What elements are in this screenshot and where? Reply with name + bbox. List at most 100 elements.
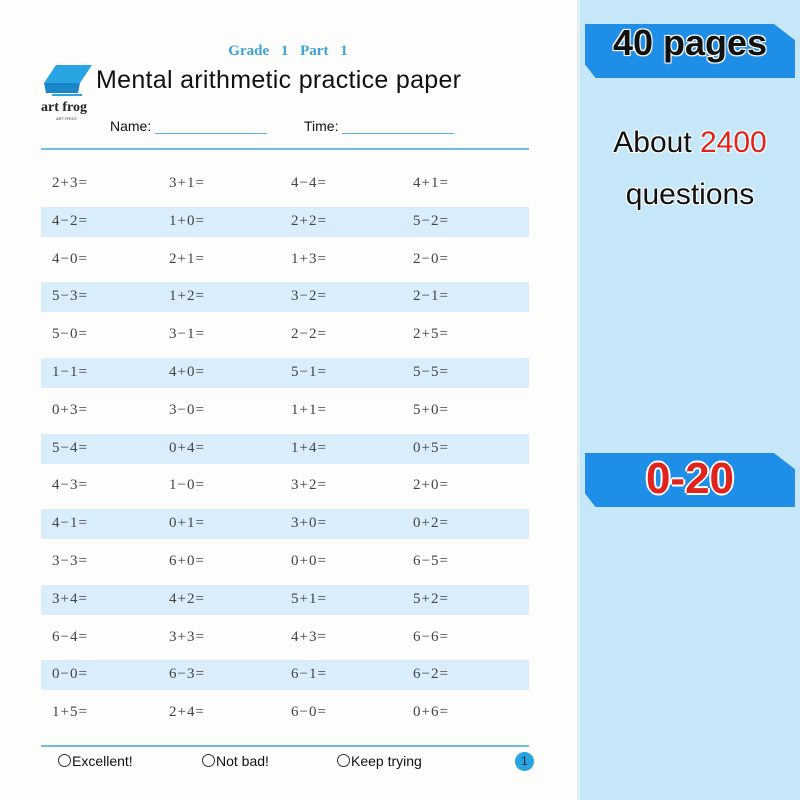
radio-circle-icon[interactable] <box>202 754 215 767</box>
question-item: 6−3= <box>169 666 205 683</box>
question-item: 6−1= <box>291 666 327 683</box>
question-item: 5+0= <box>413 401 449 418</box>
rating-label: Keep trying <box>351 753 422 769</box>
question-row: 4−3= 1−0= 3+2= 2+0= <box>41 471 529 501</box>
header-divider <box>41 148 529 150</box>
question-row: 5−0= 3−1= 2−2= 2+5= <box>41 320 529 350</box>
question-row: 3+4= 4+2= 5+1= 5+2= <box>41 584 529 615</box>
question-item: 4+3= <box>291 628 327 645</box>
question-item: 1+1= <box>291 401 327 418</box>
question-item: 4+1= <box>413 175 449 191</box>
question-item: 3+3= <box>169 628 205 645</box>
question-item: 4−1= <box>52 515 88 532</box>
question-item: 1−0= <box>169 477 205 494</box>
question-item: 1+5= <box>52 704 88 721</box>
question-row: 1+5= 2+4= 6−0= 0+6= <box>41 698 529 728</box>
pages-banner <box>585 24 795 78</box>
radio-circle-icon[interactable] <box>58 754 71 767</box>
footer-divider <box>41 745 529 747</box>
question-item: 2+4= <box>169 704 205 721</box>
question-item: 5+2= <box>413 590 449 607</box>
question-row: 5−3= 1+2= 3−2= 2−1= <box>41 282 529 313</box>
about-suffix: questions <box>625 178 755 211</box>
question-item: 4+2= <box>169 590 205 607</box>
question-item: 5−5= <box>413 364 449 380</box>
question-item: 4−3= <box>52 477 88 494</box>
grade-part-label: Grade 1 Part 1 <box>228 43 348 59</box>
time-field[interactable]: Time: <box>304 118 455 134</box>
question-item: 3−3= <box>52 553 88 569</box>
question-item: 2+5= <box>413 326 449 343</box>
question-item: 0−0= <box>52 666 88 683</box>
question-item: 2+0= <box>413 477 449 494</box>
number-range-text: 0-20 <box>645 454 735 503</box>
question-item: 6−5= <box>413 553 449 569</box>
question-item: 3+2= <box>291 477 327 494</box>
question-item: 0+2= <box>413 515 449 532</box>
question-item: 4+0= <box>169 364 205 380</box>
question-row: 6−4= 3+3= 4+3= 6−6= <box>41 623 529 653</box>
question-item: 2+1= <box>169 250 205 267</box>
question-row: 5−4= 0+4= 1+4= 0+5= <box>41 433 529 464</box>
page-title: Mental arithmetic practice paper <box>96 66 462 94</box>
question-item: 2−1= <box>413 288 449 305</box>
question-item: 6−6= <box>413 628 449 645</box>
question-item: 3+4= <box>52 590 88 607</box>
question-item: 5−4= <box>52 439 88 456</box>
range-banner <box>585 453 795 507</box>
question-item: 3+1= <box>169 175 205 191</box>
question-item: 3+0= <box>291 515 327 532</box>
question-item: 2+3= <box>52 175 88 191</box>
question-item: 6+0= <box>169 553 205 569</box>
about-count: 2400 <box>700 126 767 159</box>
name-field[interactable]: Name: <box>110 118 268 134</box>
question-item: 5+1= <box>291 590 327 607</box>
question-row: 3−3= 6+0= 0+0= 6−5= <box>41 547 529 577</box>
question-row: 0+3= 3−0= 1+1= 5+0= <box>41 396 529 426</box>
question-item: 3−2= <box>291 288 327 305</box>
brand-logo-subtext: ART FROG <box>56 116 77 121</box>
question-item: 3−0= <box>169 401 205 418</box>
rating-not-bad[interactable]: Not bad! <box>202 753 269 769</box>
question-item: 1+2= <box>169 288 205 305</box>
question-item: 5−2= <box>413 212 449 229</box>
question-item: 2+2= <box>291 212 327 229</box>
radio-circle-icon[interactable] <box>337 754 350 767</box>
question-item: 3−1= <box>169 326 205 343</box>
name-line[interactable] <box>155 119 268 134</box>
page-number-badge: 1 <box>515 752 534 771</box>
question-item: 5−3= <box>52 288 88 305</box>
question-item: 2−2= <box>291 326 327 343</box>
question-count-text: About 2400 questions <box>585 117 795 221</box>
question-item: 0+6= <box>413 704 449 721</box>
question-item: 0+1= <box>169 515 205 532</box>
question-item: 1+3= <box>291 250 327 267</box>
rating-keep-trying[interactable]: Keep trying <box>337 753 422 769</box>
rating-label: Excellent! <box>72 753 133 769</box>
question-item: 5−0= <box>52 326 88 343</box>
question-item: 0+4= <box>169 439 205 456</box>
promo-panel <box>577 0 800 800</box>
question-item: 4−0= <box>52 250 88 267</box>
question-item: 0+3= <box>52 401 88 418</box>
worksheet-page: Grade 1 Part 1 art frog ART FROG Mental … <box>41 43 534 771</box>
rating-excellent[interactable]: Excellent! <box>58 753 133 769</box>
question-item: 6−2= <box>413 666 449 683</box>
question-item: 1+0= <box>169 212 205 229</box>
question-item: 6−4= <box>52 628 88 645</box>
name-label: Name: <box>110 118 152 134</box>
time-line[interactable] <box>342 119 455 134</box>
question-item: 4−2= <box>52 212 88 229</box>
question-row: 1−1= 4+0= 5−1= 5−5= <box>41 358 529 388</box>
brand-logo-text: art frog <box>41 100 87 115</box>
book-logo-icon <box>44 65 92 96</box>
about-prefix: About <box>613 126 692 159</box>
pages-count-text: 40 pages <box>612 22 768 63</box>
question-row: 4−1= 0+1= 3+0= 0+2= <box>41 509 529 540</box>
question-item: 0+5= <box>413 439 449 456</box>
rating-label: Not bad! <box>216 753 269 769</box>
question-item: 2−0= <box>413 250 449 267</box>
question-item: 6−0= <box>291 704 327 721</box>
question-item: 5−1= <box>291 364 327 380</box>
question-item: 4−4= <box>291 175 327 191</box>
